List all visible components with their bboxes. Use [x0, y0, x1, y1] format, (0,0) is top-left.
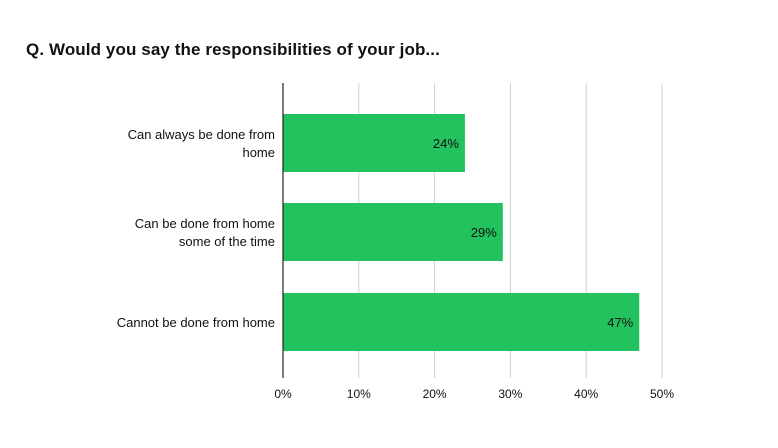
- category-label-line: Can always be done from: [128, 127, 275, 142]
- category-label-line: some of the time: [179, 234, 275, 249]
- category-label: Cannot be done from home: [117, 315, 275, 330]
- category-label: Can always be done from home: [128, 127, 275, 160]
- x-tick-label: 20%: [423, 387, 447, 401]
- title-prefix: Q.: [26, 40, 45, 59]
- chart-title: Q. Would you say the responsibilities of…: [26, 40, 440, 60]
- x-tick-label: 10%: [347, 387, 371, 401]
- data-label: 29%: [471, 225, 497, 240]
- category-label: Can be done from home some of the time: [135, 216, 275, 249]
- x-tick-label: 0%: [274, 387, 292, 401]
- data-label: 24%: [433, 136, 459, 151]
- bar: [283, 293, 640, 351]
- x-tick-label: 50%: [650, 387, 674, 401]
- bar: [283, 203, 503, 261]
- category-label-line: Can be done from home: [135, 216, 275, 231]
- category-label-line: home: [242, 145, 275, 160]
- category-label-line: Cannot be done from home: [117, 315, 275, 330]
- data-label: 47%: [607, 315, 633, 330]
- title-text: Would you say the responsibilities of yo…: [48, 40, 440, 59]
- x-tick-label: 30%: [498, 387, 522, 401]
- x-tick-label: 40%: [574, 387, 598, 401]
- bar: [283, 114, 465, 172]
